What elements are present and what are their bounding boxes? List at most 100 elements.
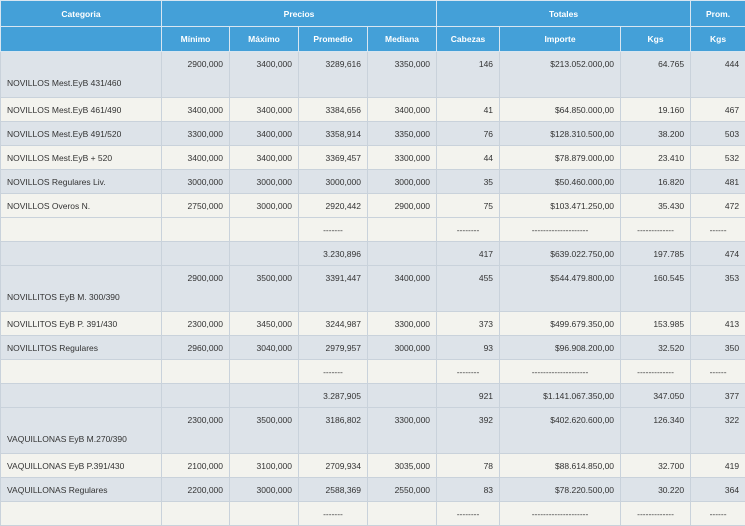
- row-kgs: -------------: [621, 360, 691, 384]
- row-cabezas: 455: [437, 266, 500, 312]
- row-cabezas: 417: [437, 242, 500, 266]
- row-maximo: 3500,000: [230, 266, 299, 312]
- row-promedio: 2588,369: [299, 478, 368, 502]
- row-kgs: -------------: [621, 218, 691, 242]
- row-mediana: 3300,000: [368, 312, 437, 336]
- row-importe: --------------------: [500, 360, 621, 384]
- row-minimo: 2900,000: [162, 266, 230, 312]
- row-kgs-prom: ------: [691, 502, 745, 526]
- row-mediana: [368, 360, 437, 384]
- row-maximo: 3400,000: [230, 52, 299, 98]
- row-cabezas: 41: [437, 98, 500, 122]
- row-maximo: [230, 218, 299, 242]
- row-mediana: [368, 502, 437, 526]
- header-kgs: Kgs: [621, 27, 691, 52]
- row-importe: $544.479.800,00: [500, 266, 621, 312]
- row-kgs-prom: 472: [691, 194, 745, 218]
- row-kgs-prom: 413: [691, 312, 745, 336]
- separator-row: ----------------------------------------…: [1, 360, 745, 384]
- row-minimo: 2960,000: [162, 336, 230, 360]
- row-mediana: 3035,000: [368, 454, 437, 478]
- header-prom: Prom.: [691, 1, 745, 27]
- row-kgs: 30.220: [621, 478, 691, 502]
- row-cabezas: 75: [437, 194, 500, 218]
- row-kgs-prom: ------: [691, 218, 745, 242]
- row-mediana: 3350,000: [368, 52, 437, 98]
- row-cabezas: 44: [437, 146, 500, 170]
- row-importe: $50.460.000,00: [500, 170, 621, 194]
- row-kgs: 38.200: [621, 122, 691, 146]
- row-kgs: 32.520: [621, 336, 691, 360]
- row-promedio: 3244,987: [299, 312, 368, 336]
- row-promedio: 3358,914: [299, 122, 368, 146]
- row-cabezas: 76: [437, 122, 500, 146]
- row-cabezas: 146: [437, 52, 500, 98]
- header-totales: Totales: [437, 1, 691, 27]
- row-category: [1, 384, 162, 408]
- row-mediana: 3300,000: [368, 146, 437, 170]
- row-kgs-prom: 503: [691, 122, 745, 146]
- row-category: [1, 218, 162, 242]
- row-promedio: 3.287,905: [299, 384, 368, 408]
- row-maximo: [230, 360, 299, 384]
- row-promedio: 3391,447: [299, 266, 368, 312]
- header-precios: Precios: [162, 1, 437, 27]
- row-category: NOVILLITOS EyB P. 391/430: [1, 312, 162, 336]
- row-mediana: 3300,000: [368, 408, 437, 454]
- row-importe: $213.052.000,00: [500, 52, 621, 98]
- row-kgs-prom: 444: [691, 52, 745, 98]
- row-kgs-prom: 467: [691, 98, 745, 122]
- row-mediana: 3000,000: [368, 336, 437, 360]
- row-kgs: 32.700: [621, 454, 691, 478]
- row-category: VAQUILLONAS EyB M.270/390: [1, 408, 162, 454]
- row-category: NOVILLOS Mest.EyB 491/520: [1, 122, 162, 146]
- row-mediana: 3000,000: [368, 170, 437, 194]
- row-category: [1, 242, 162, 266]
- row-category: NOVILLITOS EyB M. 300/390: [1, 266, 162, 312]
- row-importe: $402.620.600,00: [500, 408, 621, 454]
- row-maximo: 3450,000: [230, 312, 299, 336]
- row-cabezas: --------: [437, 218, 500, 242]
- row-minimo: 3400,000: [162, 98, 230, 122]
- row-category: [1, 502, 162, 526]
- row-minimo: [162, 360, 230, 384]
- row-category: NOVILLOS Mest.EyB 461/490: [1, 98, 162, 122]
- row-kgs: 153.985: [621, 312, 691, 336]
- header-minimo: Mínimo: [162, 27, 230, 52]
- row-promedio: 2709,934: [299, 454, 368, 478]
- header-mediana: Mediana: [368, 27, 437, 52]
- row-category: VAQUILLONAS Regulares: [1, 478, 162, 502]
- row-minimo: 3400,000: [162, 146, 230, 170]
- row-kgs: 35.430: [621, 194, 691, 218]
- row-maximo: 3400,000: [230, 122, 299, 146]
- row-category: NOVILLOS Overos N.: [1, 194, 162, 218]
- row-importe: $639.022.750,00: [500, 242, 621, 266]
- row-cabezas: 392: [437, 408, 500, 454]
- row-cabezas: 78: [437, 454, 500, 478]
- row-importe: $103.471.250,00: [500, 194, 621, 218]
- row-kgs: 126.340: [621, 408, 691, 454]
- row-importe: $499.679.350,00: [500, 312, 621, 336]
- row-maximo: 3400,000: [230, 146, 299, 170]
- row-maximo: 3040,000: [230, 336, 299, 360]
- row-cabezas: 93: [437, 336, 500, 360]
- row-category: NOVILLOS Regulares Liv.: [1, 170, 162, 194]
- row-maximo: [230, 384, 299, 408]
- row-cabezas: 35: [437, 170, 500, 194]
- row-importe: $64.850.000,00: [500, 98, 621, 122]
- row-promedio: 2979,957: [299, 336, 368, 360]
- row-kgs-prom: 322: [691, 408, 745, 454]
- header-promedio: Promedio: [299, 27, 368, 52]
- row-mediana: 3400,000: [368, 98, 437, 122]
- separator-row: ----------------------------------------…: [1, 502, 745, 526]
- row-promedio: 3000,000: [299, 170, 368, 194]
- row-promedio: 3384,656: [299, 98, 368, 122]
- row-kgs: 347.050: [621, 384, 691, 408]
